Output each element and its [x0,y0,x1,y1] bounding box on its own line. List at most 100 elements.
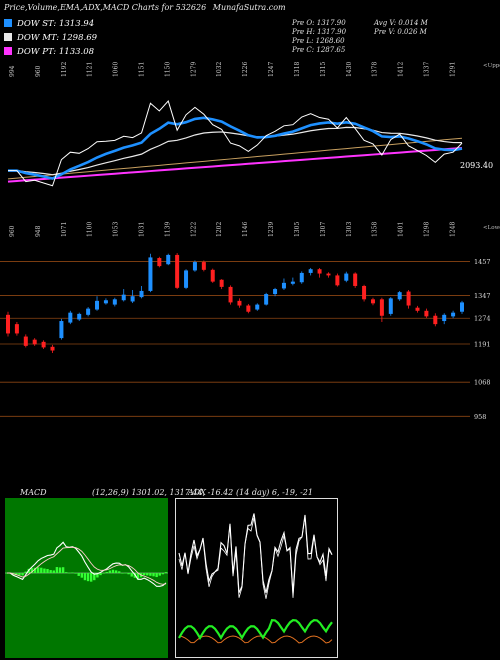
macd-series [5,541,168,587]
ema-line-mt [8,126,463,176]
top-tick-label: 1151 [139,62,146,77]
top-tick-label: 1307 [320,222,327,237]
stat-low: Pre L: 1268.60 [292,37,345,45]
price-side-label: <Lower [483,225,500,231]
adx-label: ADX [188,488,206,497]
candle-body [237,300,242,306]
macd-histogram-bar [152,573,155,577]
candle-body [59,321,64,339]
candle-body [273,289,278,295]
ema-last-value: 2093.40 [460,161,493,170]
macd-histogram-bar [15,573,18,575]
candle-body [308,269,313,273]
adx-minus-di-line [178,635,333,644]
ema-chart: 994 960 1192 1121 1060 1151 1150 1279 1032 1226 12… [7,62,500,187]
legend-dow-st: DOW ST: 1313.94 [4,19,94,29]
adx-line-secondary [178,516,333,599]
candle-body [353,273,358,286]
candle-body [95,300,100,310]
candle-body [121,294,126,301]
candle-body [397,292,402,300]
macd-histogram-bar [108,570,112,573]
macd-histogram-bar [124,572,127,574]
macd-histogram-bar [77,573,80,576]
stat-open: Pre O: 1317.90 [292,19,346,27]
macd-signal-line [7,546,167,585]
macd-histogram-bar [21,573,24,576]
candle-body [255,304,260,310]
price-tick-label: 1457 [474,258,491,266]
top-tick-label: 1279 [190,62,197,77]
macd-histogram-bar [146,573,149,576]
macd-histogram-bar [58,567,62,573]
adx-series [178,513,333,644]
macd-histogram-bar [65,572,68,573]
macd-histogram-bar [136,573,140,580]
macd-histogram-bar [80,573,84,578]
top-tick-label: 1248 [449,222,456,237]
top-tick-label: 1337 [423,62,430,77]
chart-title-text: Price,Volume,EMA,ADX,MACD Charts for 532… [4,3,207,12]
candle-body [139,290,144,298]
price-tick-label: 1068 [474,379,491,387]
candle-body [326,273,331,276]
candle-body [148,257,153,291]
top-tick-label: 1412 [398,62,405,77]
candle-body [6,314,10,334]
macd-params: (12,26,9) 1301.02, 1317.44, -16.42 [92,488,234,497]
top-tick-label: 1060 [113,62,120,77]
legend-dow-mt: DOW MT: 1298.69 [4,33,97,43]
macd-histogram-bar [127,573,130,575]
ema-line-trend [7,137,463,180]
top-tick-label: 1222 [190,222,197,237]
top-tick-label: 1100 [87,222,94,237]
candle-body [41,341,46,348]
candle-body [415,307,420,311]
top-tick-label: 1192 [61,62,68,77]
macd-histogram-bar [149,573,152,576]
top-tick-label: 1150 [164,62,171,77]
candle-body [460,302,464,312]
top-tick-label: 1121 [87,62,94,77]
price-tick-label: 1347 [474,292,491,300]
top-tick-label: 1053 [113,222,120,237]
price-tick-label: 958 [474,413,486,421]
candle-body [130,296,135,302]
candle-body [103,300,108,304]
top-tick-label: 1139 [164,222,171,237]
candle-body [228,286,233,303]
macd-histogram-bar [114,570,118,573]
top-tick-label: 1071 [61,222,68,237]
top-tick-label: 948 [35,225,42,237]
macd-histogram-bar [24,571,27,573]
candle-body [299,272,304,283]
candle-body [264,294,269,305]
candle-body [112,299,117,305]
price-candles [6,253,464,353]
top-tick-label: 1318 [294,62,301,77]
macd-histogram-bar [96,573,99,578]
stat-avg-volume: Avg V: 0.014 M [374,19,428,27]
candle-body [157,258,162,267]
macd-chart [5,498,168,658]
price-tick-label: 1191 [474,341,491,349]
candle-body [317,269,322,274]
ema-line-pt [7,146,463,183]
macd-label: MACD [20,488,47,497]
macd-histogram-bar [158,573,161,576]
candle-body [23,336,28,346]
macd-histogram-bar [36,567,40,573]
macd-histogram-bar [130,573,133,577]
macd-histogram-bar [86,573,90,582]
top-tick-label: 1247 [268,62,275,77]
top-tick-label: 960 [35,65,42,77]
stat-close: Pre C: 1287.65 [292,46,346,54]
macd-histogram-bar [83,573,87,581]
candle-body [219,279,224,287]
price-top-labels: 960 948 1071 1100 1053 1031 1139 1222 1202 1146 12… [9,222,456,237]
ema-top-labels: 994 960 1192 1121 1060 1151 1150 1279 1032 1226 12… [9,62,456,77]
legend-swatch-mt [4,33,12,41]
price-tick-label: 1274 [474,315,491,323]
top-tick-label: 1430 [346,62,353,77]
candle-body [335,275,340,286]
